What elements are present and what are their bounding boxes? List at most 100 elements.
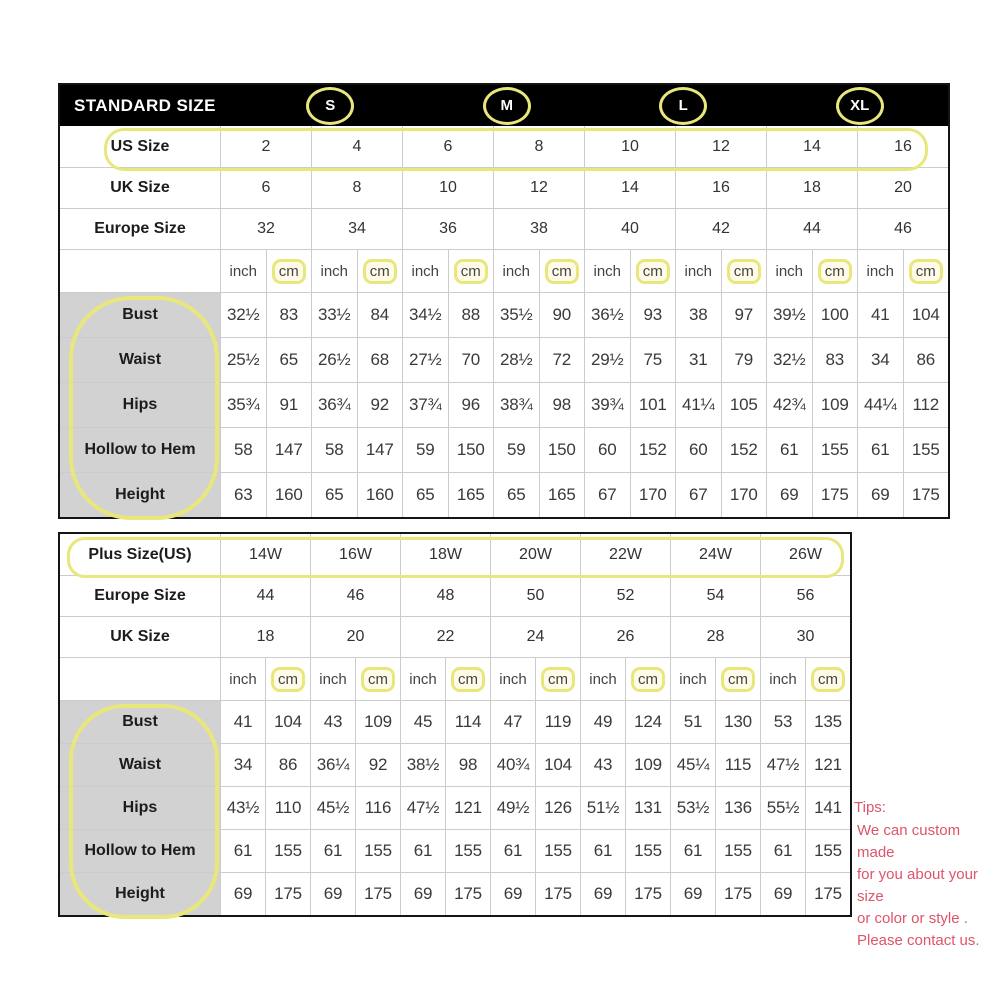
cm-highlight-annotation: cm: [631, 666, 665, 692]
measure-value: 175: [625, 873, 670, 915]
size-value: 22W: [580, 534, 670, 575]
tips-lines: We can custom made for you about your siz…: [854, 820, 998, 952]
measure-value: 155: [265, 830, 310, 872]
plus-size-table: Plus Size(US) 14W 16W 18W 20W 22W 24W 26W Europe…: [58, 532, 852, 919]
measure-row: Hips 43½ 110 45½ 116 47½ 121 49½ 126 51½ 131 53½ 136…: [60, 786, 850, 829]
measure-value: 86: [265, 744, 310, 786]
size-row: Europe Size 44 46 48 50 52 54 56: [60, 575, 850, 616]
measure-value: 91: [265, 383, 312, 427]
inch-unit-label: inch: [220, 658, 265, 700]
size-row-highlighted: Plus Size(US) 14W 16W 18W 20W 22W 24W 26W: [60, 534, 850, 575]
measure-value: 116: [355, 787, 400, 829]
cm-unit-label: cm: [538, 250, 585, 292]
size-value: 14: [766, 126, 857, 167]
cm-highlight-annotation: cm: [721, 666, 755, 692]
measure-value: 61: [580, 830, 625, 872]
cm-unit-label: cm: [811, 250, 858, 292]
measure-value: 69: [310, 873, 355, 915]
measure-value: 61: [760, 830, 805, 872]
measure-value: 53½: [670, 787, 715, 829]
measure-value: 41: [857, 293, 903, 337]
measure-value: 155: [355, 830, 400, 872]
measure-value: 47½: [760, 744, 805, 786]
measure-value: 136: [715, 787, 760, 829]
measure-label: Height: [60, 473, 220, 517]
measure-value: 115: [715, 744, 760, 786]
inch-unit-label: inch: [493, 250, 539, 292]
cm-unit-label: cm: [629, 250, 676, 292]
measure-value: 160: [265, 473, 312, 517]
size-value: 20: [857, 168, 948, 208]
inch-unit-label: inch: [760, 658, 805, 700]
measure-value: 97: [720, 293, 767, 337]
measure-value: 55½: [760, 787, 805, 829]
measure-label: Waist: [60, 744, 220, 786]
measure-value: 130: [715, 701, 760, 743]
row-label: UK Size: [110, 628, 170, 645]
measure-row: Waist 34 86 36¼ 92 38½ 98 40¾ 104 43 109 45¼ 115 47½ 1…: [60, 743, 850, 786]
cm-unit-label: cm: [265, 658, 310, 700]
cm-unit-label: cm: [715, 658, 760, 700]
cm-unit-label: cm: [625, 658, 670, 700]
measure-value: 58: [220, 428, 266, 472]
measure-value: 110: [265, 787, 310, 829]
measure-value: 51: [670, 701, 715, 743]
size-label-ellipse-annotation: M: [482, 86, 531, 125]
tips-line: Please contact us.: [857, 932, 980, 949]
measure-value: 121: [805, 744, 850, 786]
measure-value: 32½: [220, 293, 266, 337]
size-value: 28: [670, 617, 760, 657]
measure-value: 104: [265, 701, 310, 743]
measure-value: 59: [493, 428, 539, 472]
measure-value: 84: [356, 293, 403, 337]
measure-value: 72: [538, 338, 585, 382]
size-value: 20: [310, 617, 400, 657]
measure-value: 65: [493, 473, 539, 517]
measure-value: 104: [902, 293, 949, 337]
measure-value: 98: [538, 383, 585, 427]
inch-unit-label: inch: [220, 250, 266, 292]
measure-value: 34: [857, 338, 903, 382]
measure-value: 34: [220, 744, 265, 786]
cm-highlight-annotation: cm: [362, 258, 397, 284]
inch-unit-label: inch: [675, 250, 721, 292]
size-value: 36: [402, 209, 493, 249]
measure-value: 31: [675, 338, 721, 382]
unit-row-empty-label: [60, 658, 220, 700]
measure-value: 58: [311, 428, 357, 472]
measure-value: 41¼: [675, 383, 721, 427]
measure-value: 37¾: [402, 383, 448, 427]
size-value: 24W: [670, 534, 760, 575]
cm-highlight-annotation: cm: [453, 258, 488, 284]
size-value: 44: [220, 576, 310, 616]
measure-value: 160: [356, 473, 403, 517]
size-group: L: [595, 86, 772, 125]
measure-value: 175: [535, 873, 580, 915]
measure-value: 45½: [310, 787, 355, 829]
measure-label: Height: [60, 873, 220, 915]
measure-value: 35¾: [220, 383, 266, 427]
measure-value: 150: [447, 428, 494, 472]
measure-value: 44¼: [857, 383, 903, 427]
size-value: 34: [311, 209, 402, 249]
size-value: 14: [584, 168, 675, 208]
measure-value: 29½: [584, 338, 630, 382]
measure-value: 135: [805, 701, 850, 743]
unit-row: inch cm inch cm inch cm inch cm inch cm inch cm inch…: [60, 657, 850, 700]
size-value: 10: [584, 126, 675, 167]
measure-value: 45¼: [670, 744, 715, 786]
measure-value: 45: [400, 701, 445, 743]
measure-value: 61: [490, 830, 535, 872]
size-value: 16: [857, 126, 948, 167]
measure-row: Hollow to Hem 58 147 58 147 59 150 59 150 60 152 60…: [60, 427, 948, 472]
measure-value: 175: [265, 873, 310, 915]
cm-highlight-annotation: cm: [361, 666, 395, 692]
measure-value: 147: [265, 428, 312, 472]
cm-unit-label: cm: [265, 250, 312, 292]
measure-value: 27½: [402, 338, 448, 382]
measure-value: 170: [629, 473, 676, 517]
row-label: Europe Size: [94, 220, 186, 237]
tips-line: or color or style .: [857, 910, 968, 927]
size-value: 54: [670, 576, 760, 616]
